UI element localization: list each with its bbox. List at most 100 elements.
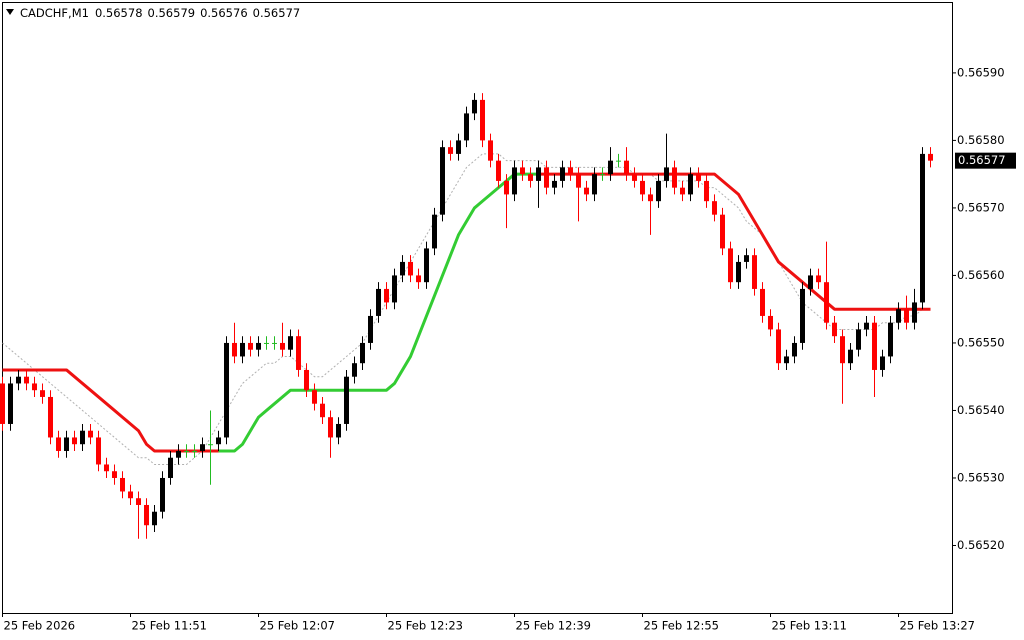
candle-body (912, 302, 917, 323)
candle-body (328, 417, 333, 438)
candle-body (608, 160, 613, 175)
candle-body (712, 201, 717, 215)
x-tick-label: 25 Feb 12:07 (260, 619, 335, 633)
candle-body (688, 174, 693, 195)
candle-body (384, 288, 389, 303)
candle-body (680, 187, 685, 195)
candle-body (520, 167, 525, 175)
candle-body (752, 255, 757, 289)
candle-body (56, 437, 61, 451)
candle-body (24, 376, 29, 384)
y-tick-label: 0.56580 (957, 133, 1005, 147)
candle-body (240, 342, 245, 357)
y-tick-label: 0.56540 (957, 403, 1005, 417)
y-tick-label: 0.56530 (957, 470, 1005, 484)
y-tick-label: 0.56520 (957, 538, 1005, 552)
candle-body (16, 376, 21, 384)
candle-body (536, 167, 541, 181)
last-price-label: 0.56577 (958, 153, 1006, 167)
y-tick-label: 0.56560 (957, 268, 1005, 282)
candle-body (448, 147, 453, 154)
candle-body (896, 309, 901, 323)
candle-body (176, 450, 181, 458)
candle-body (672, 167, 677, 188)
candle-body (424, 248, 429, 283)
candle-body (344, 376, 349, 424)
header-open: 0.56578 (95, 6, 143, 20)
candle-body (296, 336, 301, 370)
candle-body (8, 383, 13, 424)
candle-body (568, 167, 573, 175)
candle-body (472, 99, 477, 114)
candle-body (696, 174, 701, 181)
header-high: 0.56579 (148, 6, 196, 20)
candle-body (784, 356, 789, 364)
candle-body (664, 167, 669, 181)
candle-body (872, 322, 877, 370)
candle-body (616, 160, 621, 162)
candle-body (736, 261, 741, 283)
candle-body (600, 174, 605, 176)
candle-body (528, 174, 533, 181)
candle-body (376, 288, 381, 316)
candle-body (360, 342, 365, 364)
candle-body (768, 315, 773, 330)
candle-body (320, 403, 325, 418)
candle-body (272, 342, 277, 344)
candle-body (80, 430, 85, 445)
candle-body (216, 437, 221, 445)
candle-body (856, 329, 861, 350)
candle-body (368, 315, 373, 343)
candle-body (744, 255, 749, 262)
x-tick-label: 25 Feb 11:51 (132, 619, 207, 633)
candle-body (352, 363, 357, 377)
candle-body (632, 174, 637, 181)
candle-body (304, 369, 309, 391)
candle-body (400, 261, 405, 276)
indicator-line (2, 172, 931, 453)
candle-body (704, 180, 709, 202)
candle-body (48, 396, 53, 438)
candle-body (464, 113, 469, 141)
candle-body (256, 342, 261, 350)
candle-body (880, 356, 885, 370)
candle-body (192, 450, 197, 452)
candle-body (808, 275, 813, 289)
y-tick-label: 0.56570 (957, 200, 1005, 214)
candle-body (888, 322, 893, 357)
candle-body (624, 160, 629, 175)
candle-body (552, 180, 557, 188)
candle-body (920, 153, 925, 303)
candle-body (136, 498, 141, 505)
candle-body (544, 167, 549, 188)
x-tick-label: 25 Feb 12:39 (516, 619, 591, 633)
candle-body (416, 275, 421, 283)
candle-body (32, 383, 37, 391)
candle-body (584, 187, 589, 195)
candle-body (128, 491, 133, 499)
candle-body (40, 390, 45, 397)
candle-body (200, 444, 205, 451)
candle-body (392, 275, 397, 303)
candle-body (928, 153, 933, 161)
chart-header: CADCHF,M1 0.56578 0.56579 0.56576 0.56577 (20, 6, 300, 20)
candle-body (776, 329, 781, 364)
candle-body (160, 477, 165, 512)
candle-body (648, 194, 653, 202)
candle-body (800, 288, 805, 343)
candle-body (208, 444, 213, 446)
candle-body (456, 140, 461, 154)
x-tick-label: 25 Feb 13:11 (772, 619, 847, 633)
menu-triangle (6, 9, 14, 15)
candle-body (480, 99, 485, 141)
plot-frame (2, 2, 953, 614)
indicator-line (218, 172, 539, 453)
candle-body (728, 248, 733, 283)
candle-body (440, 147, 445, 215)
candle-body (64, 437, 69, 451)
candle-body (88, 430, 93, 438)
candle-body (0, 383, 5, 424)
chart-title: CADCHF,M1 (20, 6, 89, 20)
candle-body (496, 160, 501, 181)
